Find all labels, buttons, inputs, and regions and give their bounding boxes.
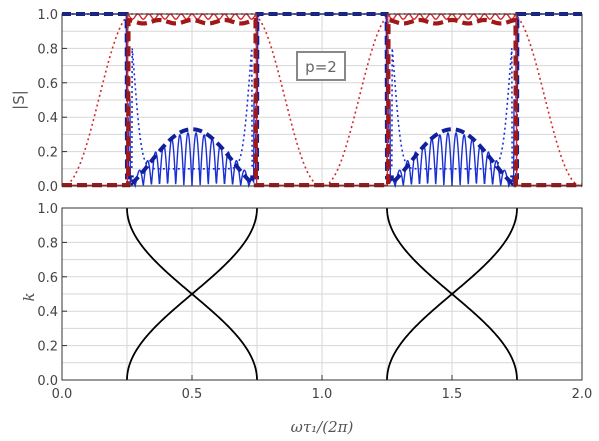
bottom-y-ticks: 0.0 0.2 0.4 0.6 0.8 1.0: [37, 202, 67, 389]
bottom-y-tick-label: 0.8: [37, 236, 58, 251]
series-red-dashed: [62, 17, 582, 188]
x-tick-label: 1.5: [442, 387, 463, 402]
bottom-y-tick-label: 0.6: [37, 271, 58, 286]
top-y-ticks: 0.0 0.2 0.4 0.6 0.8 1.0: [37, 8, 67, 195]
top-y-tick-label: 0.6: [37, 77, 58, 92]
top-y-tick-label: 0.0: [37, 180, 58, 195]
band-curve-falling: [386, 207, 518, 381]
x-axis-label: ωτ₁/(2π): [291, 418, 354, 436]
x-tick-label: 0.5: [182, 387, 203, 402]
bottom-y-tick-label: 0.0: [37, 374, 58, 389]
annotation-frame: [296, 51, 346, 81]
annotation-box: p=2: [296, 51, 346, 81]
x-tick-label: 1.0: [312, 387, 333, 402]
x-tick-label: 0.0: [52, 387, 73, 402]
x-tick-label: 2.0: [572, 387, 593, 402]
top-y-axis-label: |S|: [10, 90, 28, 110]
bottom-y-tick-label: 0.4: [37, 305, 58, 320]
top-y-tick-label: 0.8: [37, 42, 58, 57]
bottom-x-ticks: 0.0 0.5 1.0 1.5 2.0: [52, 375, 593, 402]
band-curve-falling: [126, 207, 258, 381]
top-y-tick-label: 1.0: [37, 8, 58, 23]
annotation-text: p=2: [305, 58, 337, 76]
bottom-series: [126, 207, 518, 381]
top-y-tick-label: 0.4: [37, 111, 58, 126]
bottom-y-tick-label: 1.0: [37, 202, 58, 217]
bottom-y-axis-label: k: [20, 292, 38, 301]
top-frame: [61, 13, 583, 187]
top-panel: 0.0 0.2 0.4 0.6 0.8 1.0 |S| p=2: [10, 8, 583, 195]
bottom-panel: 0.0 0.2 0.4 0.6 0.8 1.0 0.0 0.5 1.0 1.5 2.0 k ωτ₁…: [20, 202, 592, 436]
bottom-grid: [62, 208, 582, 380]
top-y-tick-label: 0.2: [37, 146, 58, 161]
bottom-y-tick-label: 0.2: [37, 340, 58, 355]
